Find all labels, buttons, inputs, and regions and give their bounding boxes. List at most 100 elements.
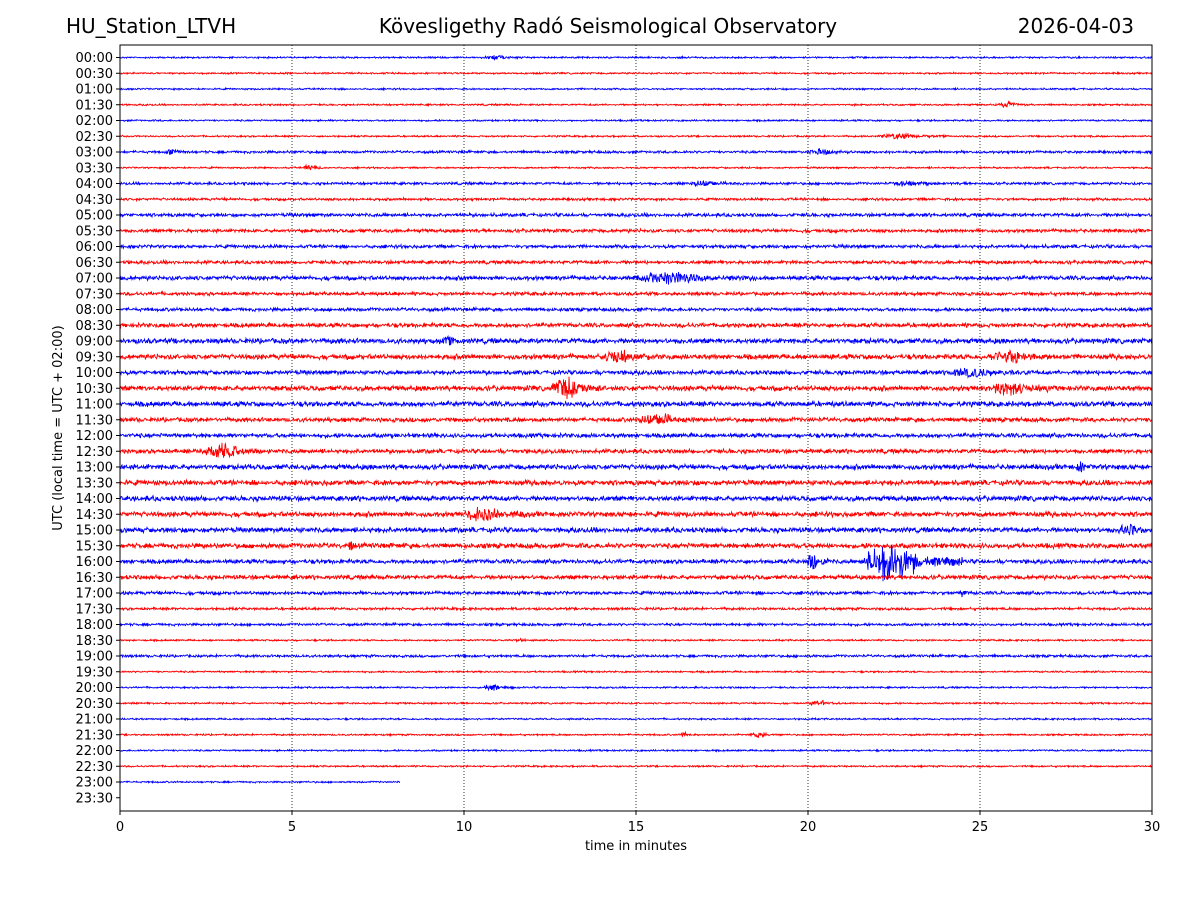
y-tick-label: 22:30 — [76, 760, 113, 775]
trace-1030 — [119, 376, 1153, 400]
trace-0730 — [119, 290, 1153, 298]
station-name: HU_Station_LTVH — [66, 14, 237, 38]
trace-0530 — [119, 227, 1153, 235]
grid — [291, 45, 981, 811]
trace-0800 — [119, 305, 1153, 314]
y-tick-label: 09:00 — [76, 335, 113, 350]
y-tick-label: 21:30 — [76, 728, 113, 743]
trace-1500 — [119, 523, 1153, 536]
trace-0100 — [119, 86, 1153, 92]
trace-1000 — [119, 367, 1153, 379]
trace-0330 — [119, 163, 1153, 171]
trace-0130 — [119, 100, 1153, 109]
y-tick-label: 02:00 — [76, 114, 113, 129]
trace-1900 — [119, 652, 1153, 660]
trace-0900 — [119, 334, 1153, 346]
y-tick-label: 14:30 — [76, 508, 113, 523]
y-tick-label: 00:00 — [76, 51, 113, 66]
trace-0500 — [119, 211, 1153, 219]
trace-1100 — [119, 399, 1153, 409]
trace-0200 — [119, 118, 1153, 123]
trace-0430 — [119, 196, 1153, 203]
trace-1600 — [119, 544, 1153, 582]
trace-2030 — [119, 699, 1153, 707]
trace-1400 — [119, 494, 1153, 504]
trace-0030 — [119, 70, 1153, 76]
y-tick-label: 14:00 — [76, 492, 113, 507]
y-tick-label: 15:00 — [76, 524, 113, 539]
trace-1130 — [119, 413, 1153, 425]
y-tick-label: 06:00 — [76, 240, 113, 255]
trace-0400 — [119, 179, 1153, 188]
x-tick-label: 0 — [116, 820, 124, 835]
traces — [119, 54, 1153, 784]
trace-1530 — [119, 541, 1153, 551]
y-tick-label: 04:00 — [76, 177, 113, 192]
y-tick-label: 08:00 — [76, 303, 113, 318]
trace-1930 — [119, 669, 1153, 674]
trace-1630 — [119, 573, 1153, 582]
y-tick-label: 00:30 — [76, 67, 113, 82]
trace-2200 — [119, 748, 1153, 753]
y-tick-label: 15:30 — [76, 539, 113, 554]
y-axis-label: UTC (local time = UTC + 02:00) — [51, 325, 66, 530]
y-tick-label: 19:30 — [76, 665, 113, 680]
y-tick-label: 07:00 — [76, 272, 113, 287]
y-tick-label: 07:30 — [76, 287, 113, 302]
y-tick-label: 22:00 — [76, 744, 113, 759]
chart-date: 2026-04-03 — [1017, 14, 1134, 38]
y-tick-label: 20:30 — [76, 697, 113, 712]
y-tick-label: 09:30 — [76, 350, 113, 365]
y-tick-label: 19:00 — [76, 650, 113, 665]
y-tick-label: 21:00 — [76, 713, 113, 728]
y-tick-label: 01:00 — [76, 83, 113, 98]
y-tick-label: 13:00 — [76, 461, 113, 476]
trace-2230 — [119, 763, 1153, 769]
y-tick-label: 12:00 — [76, 429, 113, 444]
trace-1200 — [119, 431, 1153, 440]
y-ticks: 00:0000:3001:0001:3002:0002:3003:0003:30… — [76, 51, 120, 806]
x-tick-label: 15 — [628, 820, 645, 835]
trace-2130 — [119, 730, 1153, 738]
y-tick-label: 02:30 — [76, 130, 113, 145]
x-tick-label: 30 — [1144, 820, 1161, 835]
y-tick-label: 05:30 — [76, 224, 113, 239]
trace-1330 — [119, 478, 1153, 488]
y-tick-label: 11:30 — [76, 413, 113, 428]
x-tick-label: 25 — [972, 820, 989, 835]
trace-2000 — [119, 683, 1153, 692]
trace-1430 — [119, 506, 1153, 522]
trace-0930 — [119, 348, 1153, 364]
x-tick-label: 10 — [456, 820, 473, 835]
y-tick-label: 18:30 — [76, 634, 113, 649]
trace-1300 — [119, 461, 1153, 473]
y-tick-label: 01:30 — [76, 98, 113, 113]
trace-1700 — [119, 589, 1153, 598]
trace-0830 — [119, 321, 1153, 330]
y-tick-label: 10:00 — [76, 366, 113, 381]
y-tick-label: 05:00 — [76, 209, 113, 224]
y-tick-label: 16:00 — [76, 555, 113, 570]
y-tick-label: 17:00 — [76, 587, 113, 602]
y-tick-label: 03:30 — [76, 161, 113, 176]
y-tick-label: 08:30 — [76, 319, 113, 334]
y-tick-label: 13:30 — [76, 476, 113, 491]
y-tick-label: 23:30 — [76, 791, 113, 806]
y-tick-label: 23:00 — [76, 776, 113, 791]
trace-0700 — [119, 271, 1153, 285]
trace-0230 — [119, 132, 1153, 141]
trace-1800 — [119, 621, 1153, 628]
y-tick-label: 11:00 — [76, 398, 113, 413]
chart-title: Kövesligethy Radó Seismological Observat… — [378, 14, 838, 38]
trace-0630 — [119, 258, 1153, 266]
trace-2100 — [119, 716, 1153, 722]
y-tick-label: 04:30 — [76, 193, 113, 208]
y-tick-label: 17:30 — [76, 602, 113, 617]
y-tick-label: 16:30 — [76, 571, 113, 586]
y-tick-label: 12:30 — [76, 445, 113, 460]
x-axis-label: time in minutes — [585, 839, 687, 854]
y-tick-label: 10:30 — [76, 382, 113, 397]
trace-2300 — [119, 779, 401, 784]
trace-1830 — [119, 637, 1153, 643]
